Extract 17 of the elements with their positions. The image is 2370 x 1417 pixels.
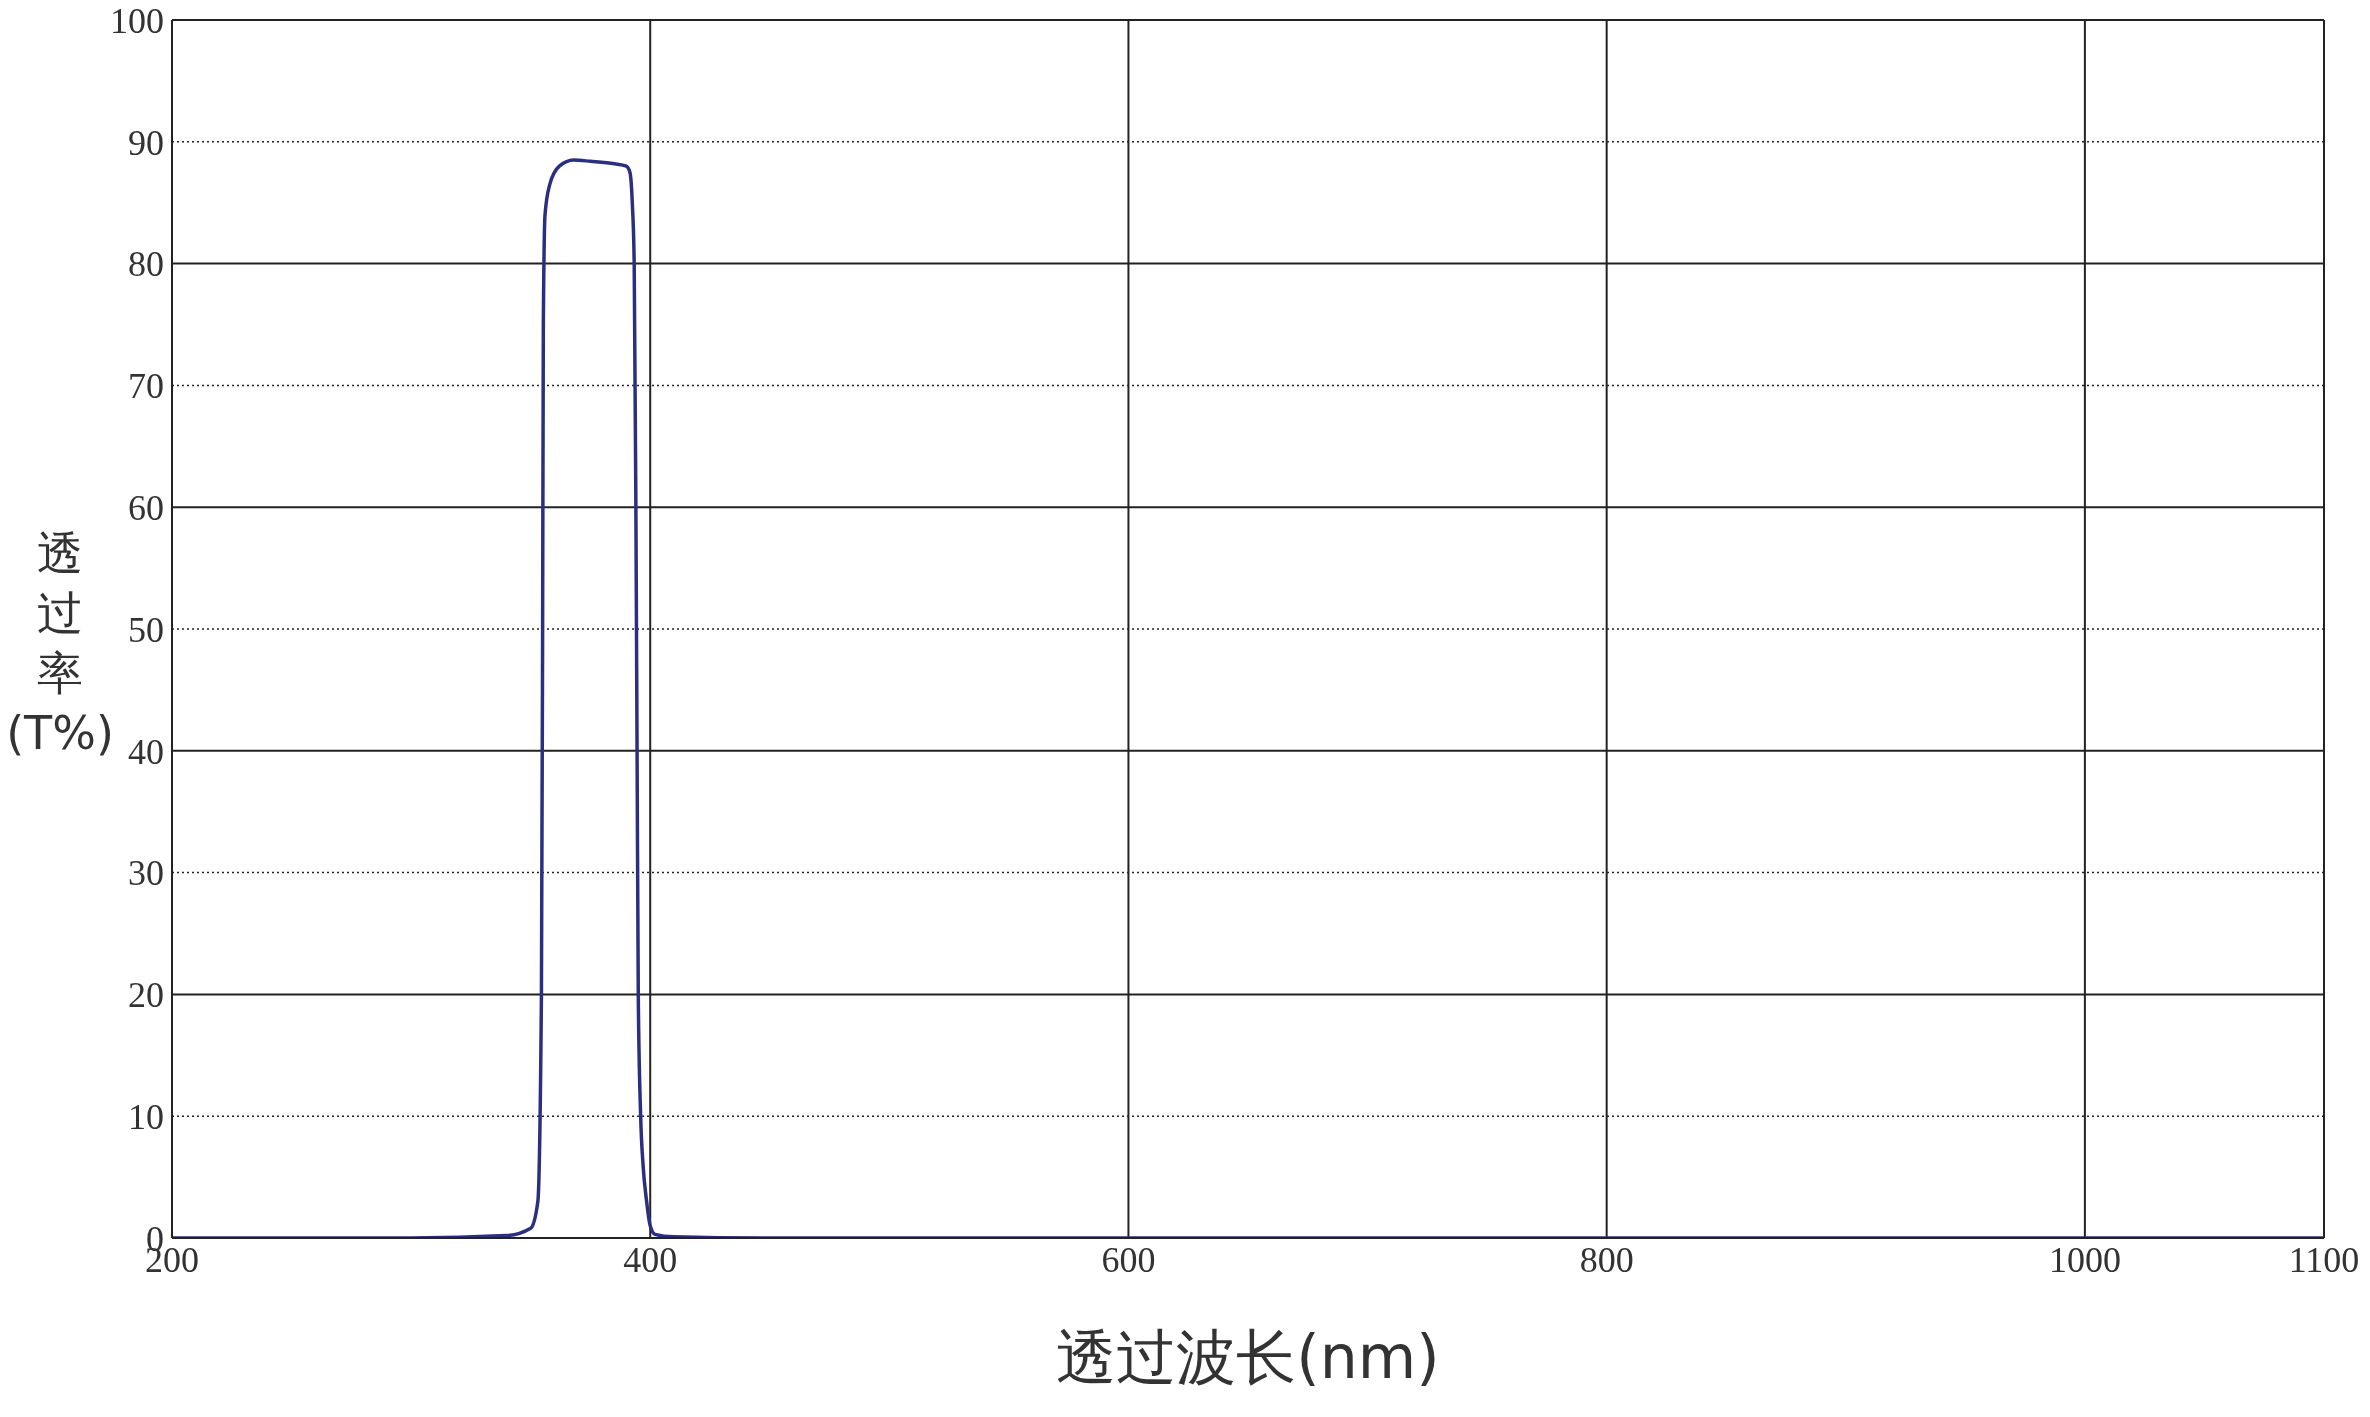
y-tick-label: 30 [128, 853, 164, 894]
y-tick-label: 10 [128, 1096, 164, 1137]
y-tick-label: 60 [128, 487, 164, 528]
y-tick-label: 20 [128, 975, 164, 1016]
x-tick-label: 1100 [2288, 1239, 2360, 1280]
y-tick-label: 70 [128, 366, 164, 407]
x-tick-label: 800 [1579, 1239, 1634, 1280]
x-tick-label: 1000 [2048, 1239, 2121, 1280]
x-tick-label: 600 [1101, 1239, 1156, 1280]
y-tick-label: 80 [128, 244, 164, 285]
y-tick-label: 100 [110, 0, 164, 41]
x-axis-title: 透过波长(nm) [1056, 1322, 1440, 1392]
y-tick-label: 50 [128, 609, 164, 650]
x-tick-label: 400 [623, 1239, 678, 1280]
y-tick-label: 40 [128, 731, 164, 772]
y-axis-title: 透过率(T%) [6, 526, 114, 760]
y-tick-label: 90 [128, 122, 164, 163]
